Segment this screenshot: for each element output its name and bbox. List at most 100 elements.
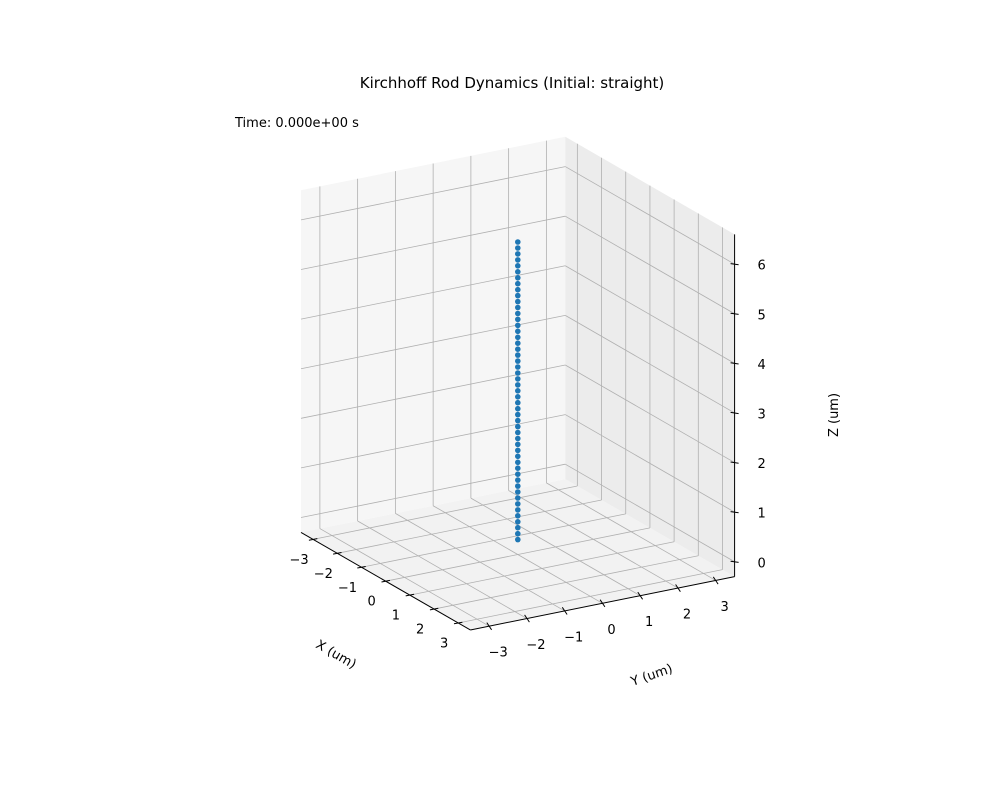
x-tick-label: −3 (290, 553, 309, 568)
rod-point (515, 340, 521, 347)
rod-point (515, 501, 521, 507)
rod-point (515, 382, 521, 388)
z-grid-right (565, 414, 735, 513)
rod-point (515, 524, 521, 531)
rod-point (515, 376, 521, 382)
z-tick-label: 2 (757, 457, 765, 472)
x-tick-label: 1 (392, 609, 400, 624)
z-tick (730, 411, 739, 415)
z-tick (730, 511, 739, 514)
rod-point (515, 471, 521, 478)
z-tick-label: 4 (757, 358, 765, 373)
rod-point (515, 358, 521, 364)
rod-point (515, 483, 521, 489)
y-tick-label: 3 (721, 600, 729, 615)
z-tick (730, 560, 739, 563)
z-tick (730, 312, 739, 315)
tick-marks (308, 263, 739, 631)
z-tick-label: 5 (757, 308, 765, 323)
rod-point (515, 322, 521, 329)
x-tick-label: 3 (440, 637, 448, 652)
x-tick (308, 538, 318, 541)
z-tick (730, 461, 739, 464)
y-grid-floor (508, 490, 679, 589)
z-grid-right (565, 166, 735, 265)
z-tick-label: 6 (757, 259, 765, 274)
chart-title: Kirchhoff Rod Dynamics (Initial: straigh… (360, 74, 665, 92)
z-axis-label: Z (um) (827, 393, 842, 437)
x-tick (357, 566, 366, 569)
x-tick-label: 2 (416, 623, 424, 638)
x-tick-label: −2 (314, 567, 333, 582)
rod-point (515, 429, 521, 436)
rod-point (515, 435, 521, 442)
y-tick (675, 584, 681, 592)
z-grid-left (300, 314, 566, 370)
y-tick (486, 622, 493, 631)
rod-point (515, 388, 521, 394)
y-tick-label: −3 (489, 646, 508, 661)
y-grid-floor (357, 520, 528, 619)
rod-point (515, 507, 521, 513)
y-grid-floor (546, 482, 716, 581)
rod-point (515, 346, 521, 353)
rod-point (515, 447, 521, 454)
z-grid-right (565, 265, 735, 364)
rod-point (515, 399, 521, 406)
rod-point (515, 423, 521, 430)
rod-point (515, 316, 521, 323)
rod-points (515, 239, 521, 543)
y-tick (561, 607, 568, 615)
y-tick-label: 2 (683, 608, 691, 623)
rod-point (515, 352, 521, 358)
y-tick (524, 614, 530, 623)
rod-point (515, 370, 521, 376)
rod-point (515, 441, 521, 448)
z-grid-left (300, 166, 566, 221)
rod-point (515, 263, 521, 269)
x-tick (453, 621, 463, 625)
grid-lines (300, 140, 735, 627)
z-grid-left (300, 265, 566, 320)
time-annotation: Time: 0.000e+00 s (234, 116, 359, 131)
x-axis-label: X (um) (313, 637, 359, 672)
z-grid-right (565, 215, 735, 315)
x-tick (333, 552, 342, 555)
x-tick (381, 579, 390, 583)
rod-point (515, 334, 521, 341)
x-tick-label: −1 (338, 581, 357, 596)
rod-point (515, 239, 521, 245)
rod-point (515, 275, 521, 281)
rod-point (515, 292, 521, 299)
y-grid-floor (319, 528, 490, 627)
rod-point (515, 364, 521, 370)
y-tick-label: 1 (645, 615, 653, 630)
y-grid-floor (432, 505, 603, 604)
x-tick (405, 593, 415, 597)
y-tick (637, 591, 644, 600)
rod-point (515, 417, 521, 424)
z-tick (730, 362, 739, 365)
rod-point (515, 465, 521, 472)
z-grid-right (565, 364, 735, 463)
rod-point (515, 310, 521, 317)
rod-point (515, 298, 521, 305)
z-grid-right (565, 463, 735, 563)
z-grid-left (300, 463, 566, 518)
rod-point (515, 536, 521, 543)
z-grid-right (565, 315, 735, 414)
rod-point (515, 257, 521, 263)
y-tick-label: −2 (526, 638, 545, 653)
y-grid-floor (395, 513, 565, 612)
y-axis-label: Y (um) (628, 662, 675, 691)
z-tick-label: 3 (757, 408, 765, 423)
rod-point (515, 405, 521, 412)
x-tick (429, 607, 439, 611)
rod-point (515, 304, 521, 311)
x-tick-label: 0 (368, 595, 376, 610)
rod-point (515, 495, 521, 501)
y-tick (712, 576, 719, 585)
tick-labels: −3 −2 −1 0 1 2 3 −3 −2 −1 0 1 2 3 0 1 2 3 4 5 6 (290, 259, 766, 661)
rod-point (515, 411, 521, 418)
